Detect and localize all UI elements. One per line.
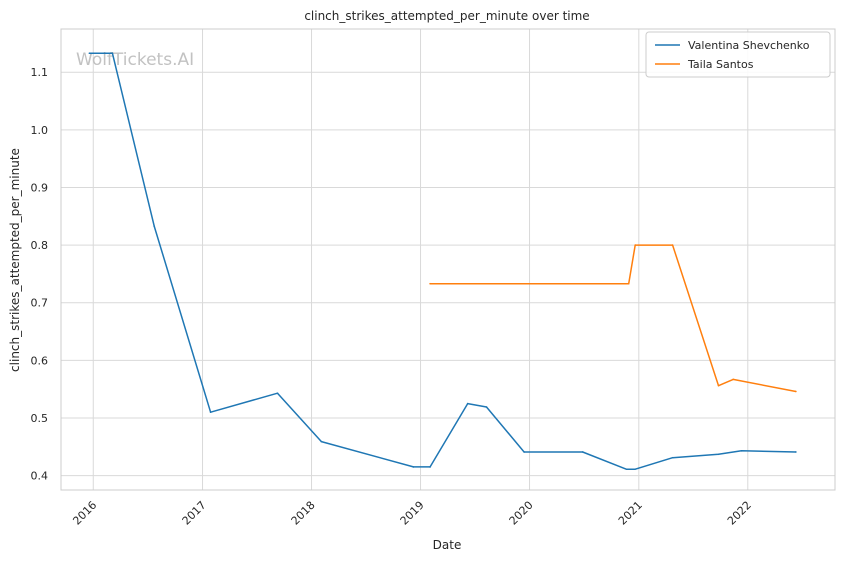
x-tick-label: 2018 [289, 499, 318, 528]
y-tick-label: 0.6 [31, 354, 49, 367]
data-point-0 [795, 451, 797, 453]
legend-label-valentina: Valentina Shevchenko [688, 39, 810, 52]
y-tick-label: 0.8 [31, 239, 49, 252]
data-point-0 [581, 451, 584, 453]
data-point-0 [276, 392, 279, 394]
data-point-0 [466, 402, 469, 405]
y-axis-label: clinch_strikes_attempted_per_minute [8, 148, 22, 372]
x-tick-label: 2021 [616, 499, 645, 528]
data-point-0 [111, 52, 114, 55]
data-point-0 [429, 466, 431, 468]
y-axis-ticks: 0.4 0.5 0.6 0.7 0.8 0.9 1.0 1.1 [31, 66, 49, 482]
data-point-1 [732, 378, 734, 381]
data-point-0 [634, 468, 636, 471]
grid [61, 29, 835, 490]
y-tick-label: 0.7 [31, 297, 49, 310]
data-point-1 [429, 282, 431, 285]
data-point-1 [671, 244, 674, 246]
data-point-0 [523, 451, 525, 453]
series-line-0 [89, 52, 796, 471]
x-tick-label: 2017 [180, 499, 209, 528]
plot-area-frame [60, 28, 836, 491]
legend-box [645, 31, 831, 78]
y-tick-label: 1.1 [31, 66, 49, 79]
legend: Valentina Shevchenko Taila Santos [645, 31, 831, 78]
x-axis-label: Date [433, 538, 462, 552]
data-point-1 [795, 390, 797, 393]
series-line-1 [430, 244, 797, 393]
data-point-0 [320, 440, 323, 443]
data-point-0 [671, 456, 674, 459]
data-point-1 [717, 384, 720, 387]
x-axis-ticks: 2016 2017 2018 2019 2020 2021 2022 [70, 499, 754, 528]
x-tick-label: 2020 [507, 499, 536, 528]
legend-label-taila: Taila Santos [687, 58, 754, 71]
x-tick-label: 2022 [725, 499, 754, 528]
data-point-1 [634, 244, 637, 246]
data-point-0 [153, 225, 155, 227]
y-tick-label: 1.0 [31, 124, 49, 137]
data-point-0 [740, 450, 743, 452]
data-point-0 [485, 406, 488, 408]
y-tick-label: 0.5 [31, 412, 49, 425]
y-tick-label: 0.9 [31, 181, 49, 194]
watermark: WolfTickets.AI [76, 50, 194, 70]
x-tick-label: 2019 [398, 499, 427, 528]
data-point-0 [625, 468, 628, 471]
data-point-1 [627, 282, 630, 285]
chart-title: clinch_strikes_attempted_per_minute over… [304, 9, 589, 23]
data-point-0 [209, 411, 212, 414]
data-point-0 [88, 52, 91, 55]
data-point-0 [717, 453, 720, 456]
y-tick-label: 0.4 [31, 470, 49, 483]
series-layer [88, 52, 797, 471]
data-point-0 [412, 466, 415, 468]
x-tick-label: 2016 [70, 499, 99, 528]
